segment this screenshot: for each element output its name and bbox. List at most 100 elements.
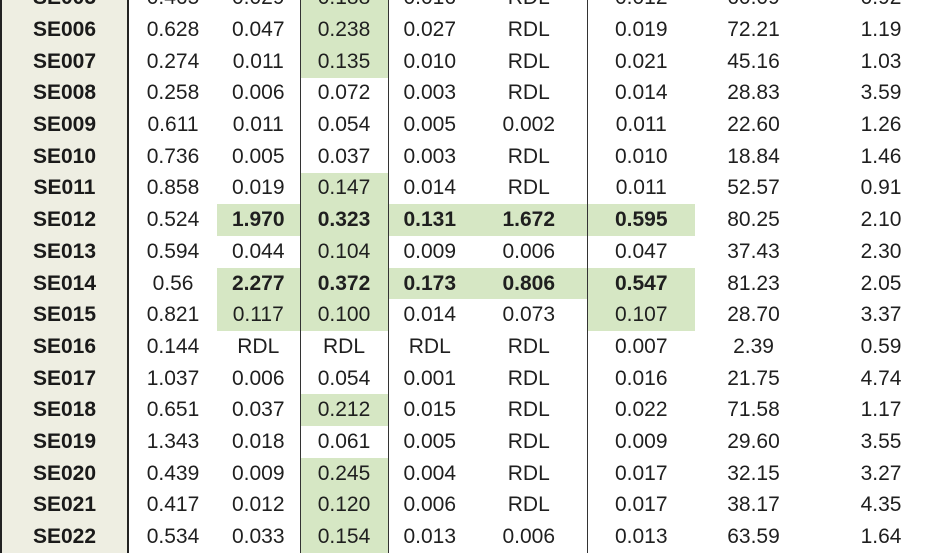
table-cell: 0.372 bbox=[300, 267, 389, 300]
table-cell: 1.26 bbox=[812, 109, 950, 141]
sample-id-cell: SE009 bbox=[0, 109, 129, 141]
table-cell: 1.46 bbox=[812, 140, 950, 173]
table-row: SE022 0.534 0.033 0.154 0.013 0.006 0.013 63.59… bbox=[0, 521, 950, 553]
table-cell: 0.173 bbox=[388, 267, 471, 300]
table-cell: 0.019 bbox=[217, 172, 301, 205]
table-cell: RDL bbox=[471, 362, 588, 395]
sample-id-cell: SE021 bbox=[0, 489, 129, 522]
table-cell: 0.017 bbox=[614, 493, 668, 517]
table-row: SE007 0.274 0.011 0.135 0.010 RDL 0.021 45.16 1.… bbox=[0, 45, 950, 78]
table-row: SE019 1.343 0.018 0.061 0.005 RDL 0.009 29.60 3.… bbox=[0, 426, 950, 458]
table-cell: 0.006 bbox=[403, 493, 457, 517]
table-cell: 0.054 bbox=[300, 362, 389, 395]
table-cell: RDL bbox=[471, 331, 588, 363]
table-cell: 0.054 bbox=[300, 109, 389, 141]
table-cell: 0.006 bbox=[471, 236, 588, 268]
table-row: SE018 0.651 0.037 0.212 0.015 RDL 0.022 71.58 1.… bbox=[0, 394, 950, 427]
table-cell: 0.154 bbox=[300, 521, 389, 553]
table-cell: 0.006 bbox=[217, 362, 301, 395]
table-row: SE008 0.258 0.006 0.072 0.003 RDL 0.014 28.83 3.… bbox=[0, 77, 950, 110]
table-cell: 2.30 bbox=[812, 236, 950, 268]
table-cell: 0.274 bbox=[146, 49, 200, 73]
table-cell: 0.015 bbox=[403, 398, 457, 422]
sample-id-cell: SE014 bbox=[0, 267, 129, 300]
table-cell: 4.74 bbox=[812, 362, 950, 395]
table-cell: RDL bbox=[471, 172, 588, 205]
table-cell: RDL bbox=[471, 77, 588, 110]
sample-id-cell: SE020 bbox=[0, 457, 129, 490]
table-cell: 0.534 bbox=[146, 525, 200, 549]
sample-id-cell: SE007 bbox=[0, 45, 129, 78]
table-cell: 0.144 bbox=[146, 334, 200, 358]
table-cell: 22.60 bbox=[727, 113, 780, 137]
table-cell: 0.006 bbox=[217, 77, 301, 110]
table-cell: 0.072 bbox=[300, 77, 389, 110]
table-cell: 0.131 bbox=[388, 204, 471, 236]
table-cell: 0.147 bbox=[300, 172, 389, 205]
table-cell: 0.003 bbox=[403, 144, 457, 168]
table-cell: 63.59 bbox=[727, 525, 780, 549]
table-cell: 0.595 bbox=[587, 204, 695, 236]
table-cell: 0.019 bbox=[614, 18, 668, 42]
table-cell: 0.013 bbox=[403, 525, 457, 549]
table-cell: 0.017 bbox=[614, 461, 668, 485]
table-cell: 0.107 bbox=[587, 299, 695, 332]
table-cell: 0.010 bbox=[403, 49, 457, 73]
table-cell: 1.19 bbox=[812, 14, 950, 46]
table-cell: 0.117 bbox=[217, 299, 301, 332]
table-row: SE0050.4650.0290.1880.016RDL0.01260.090.… bbox=[0, 0, 950, 15]
table-cell: RDL bbox=[471, 489, 588, 522]
table-cell: 0.59 bbox=[812, 331, 950, 363]
table-cell: 0.104 bbox=[300, 236, 389, 268]
table-cell: 2.05 bbox=[812, 267, 950, 300]
table-cell: 37.43 bbox=[727, 239, 780, 263]
table-cell: 0.005 bbox=[403, 113, 457, 137]
table-cell: RDL bbox=[471, 457, 588, 490]
table-cell: 0.135 bbox=[300, 45, 389, 78]
table-row: SE014 0.56 2.277 0.372 0.173 0.806 0.547 81.23 2… bbox=[0, 267, 950, 300]
table-cell: 0.011 bbox=[217, 109, 301, 141]
table-cell: RDL bbox=[217, 331, 301, 363]
table-cell: 52.57 bbox=[727, 176, 780, 200]
table-cell: 1.03 bbox=[812, 45, 950, 78]
table-cell: 0.465 bbox=[128, 0, 217, 14]
table-cell: 0.061 bbox=[300, 426, 389, 458]
table-cell: 0.010 bbox=[614, 144, 668, 168]
table-cell: 0.100 bbox=[300, 299, 389, 332]
table-cell: 38.17 bbox=[727, 493, 780, 517]
table-row: SE017 1.037 0.006 0.054 0.001 RDL 0.016 21.75 4.… bbox=[0, 362, 950, 395]
table-cell: 0.022 bbox=[614, 398, 668, 422]
table-cell: 0.120 bbox=[300, 489, 389, 522]
table-cell: 0.016 bbox=[388, 0, 471, 14]
table-cell: 0.92 bbox=[812, 0, 950, 15]
table-cell: RDL bbox=[471, 45, 588, 78]
table-cell: 0.323 bbox=[300, 204, 389, 236]
sample-id-cell: SE022 bbox=[0, 521, 129, 553]
table-cell: 0.91 bbox=[812, 172, 950, 205]
table-row: SE016 0.144 RDL RDL RDL RDL 0.007 2.39 0.59 bbox=[0, 331, 950, 363]
table-cell: 18.84 bbox=[727, 144, 780, 168]
table-cell: 0.806 bbox=[471, 267, 588, 300]
table-cell: 0.005 bbox=[217, 140, 301, 173]
table-cell: 0.044 bbox=[217, 236, 301, 268]
table-cell: 0.033 bbox=[217, 521, 301, 553]
table-cell: 0.011 bbox=[615, 176, 667, 200]
table-cell: 0.736 bbox=[146, 144, 200, 168]
table-cell: 0.011 bbox=[615, 113, 667, 137]
sample-id-cell: SE008 bbox=[0, 77, 129, 110]
table-row: SE012 0.524 1.970 0.323 0.131 1.672 0.595 80.25… bbox=[0, 204, 950, 236]
table-cell: 0.258 bbox=[146, 81, 200, 105]
table-cell: 0.014 bbox=[403, 303, 457, 327]
table-cell: RDL bbox=[471, 14, 588, 46]
table-cell: 72.21 bbox=[727, 18, 780, 42]
sample-id-cell: SE018 bbox=[0, 394, 129, 427]
table-cell: 0.628 bbox=[146, 18, 200, 42]
table-cell: 80.25 bbox=[727, 208, 780, 232]
table-cell: 0.611 bbox=[147, 113, 199, 137]
table-cell: 28.70 bbox=[727, 303, 780, 327]
table-cell: 0.014 bbox=[614, 81, 668, 105]
table-cell: 0.594 bbox=[146, 239, 200, 263]
sample-id-cell: SE011 bbox=[0, 172, 129, 205]
